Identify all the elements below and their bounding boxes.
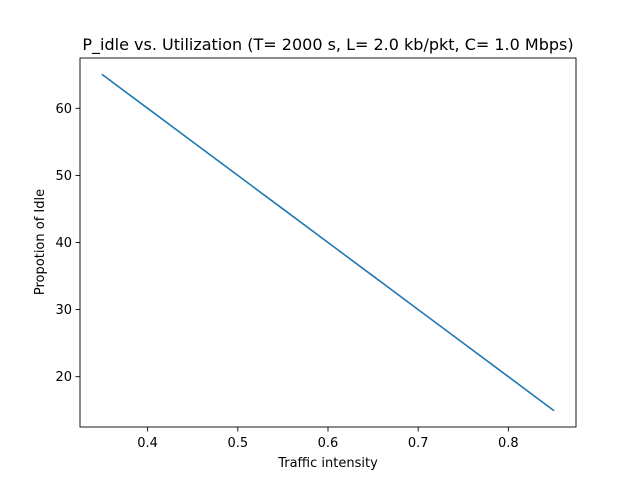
chart-title: P_idle vs. Utilization (T= 2000 s, L= 2.…: [82, 35, 573, 55]
x-axis-label: Traffic intensity: [277, 456, 378, 471]
x-tick-label-2: 0.6: [318, 436, 339, 451]
x-tick-label-1: 0.5: [227, 436, 248, 451]
x-tick-label-4: 0.8: [498, 436, 519, 451]
plot-area: 0.4 0.5 0.6 0.7 0.8 20 30 40 50 60: [55, 57, 577, 451]
x-tick-label-0: 0.4: [137, 436, 158, 451]
y-tick-label-3: 50: [55, 169, 72, 184]
series-line-0: [101, 73, 555, 412]
y-axis-label: Propotion of Idle: [33, 189, 48, 295]
y-tick-label-1: 30: [55, 303, 72, 318]
plot-frame: [79, 57, 577, 428]
y-tick-label-4: 60: [55, 102, 72, 117]
y-tick-label-2: 40: [55, 236, 72, 251]
x-tick-label-3: 0.7: [408, 436, 429, 451]
y-tick-label-0: 20: [55, 370, 72, 385]
